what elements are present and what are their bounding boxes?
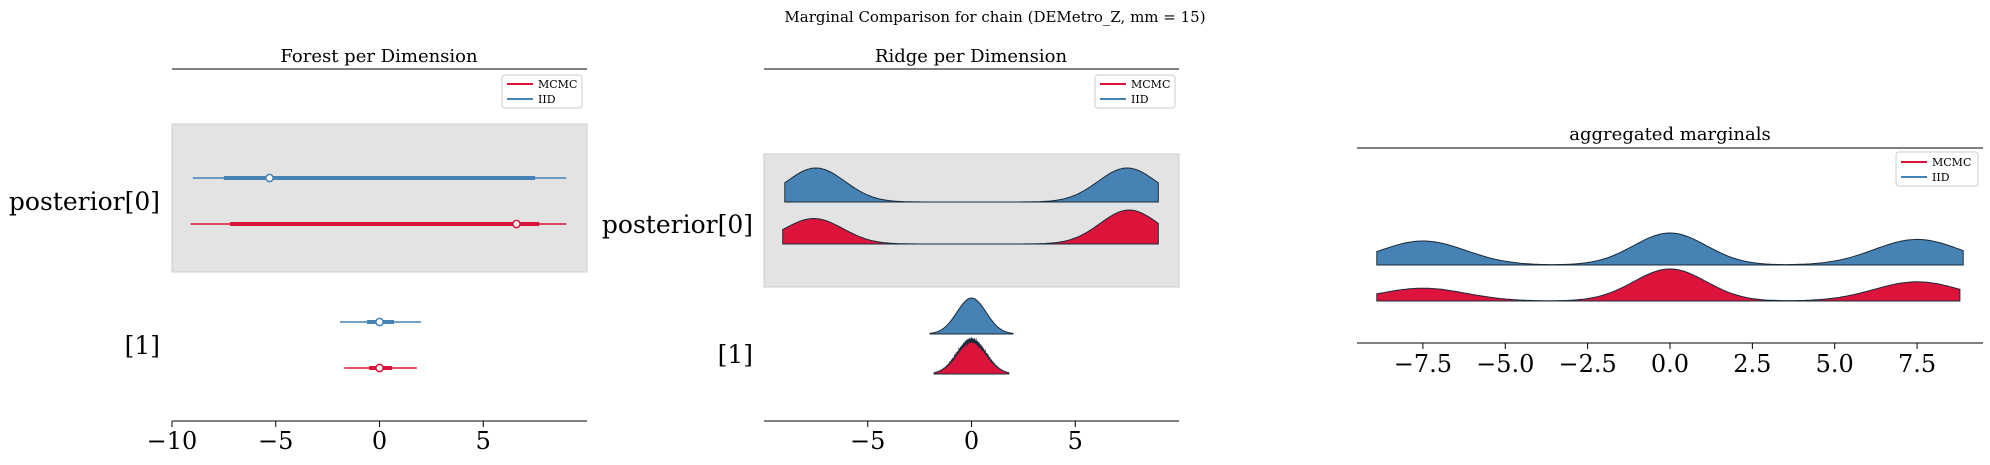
- x-tick-label: 7.5: [1898, 350, 1936, 378]
- row-label-0: posterior[0]: [9, 187, 160, 216]
- forest-median-point: [375, 363, 384, 373]
- x-tick-label: −5: [258, 427, 293, 455]
- legend-iid-label: IID: [1131, 93, 1149, 106]
- panel-title: aggregated marginals: [1569, 124, 1770, 145]
- forest-marks: [190, 173, 567, 373]
- ridge-density-mcmc: [1376, 268, 1961, 302]
- ridge-density-iid: [1376, 232, 1964, 266]
- legend-mcmc-label: MCMC: [1932, 156, 1971, 169]
- x-ticks: −7.5 −5.0 −2.5 0.0 2.5 5.0 7.5: [1394, 343, 1936, 378]
- row-label-1: [1]: [125, 331, 160, 360]
- ridge-density-iid: [929, 297, 1014, 335]
- x-tick-label: 2.5: [1733, 350, 1771, 378]
- legend-iid-label: IID: [1932, 171, 1950, 184]
- legend: MCMC IID: [1895, 151, 1979, 187]
- forest-median-point: [375, 317, 384, 327]
- x-tick-label: 0.0: [1651, 350, 1689, 378]
- panel-aggregated: aggregated marginals MCMC IID −7.5 −5.0 −2…: [1357, 124, 1983, 378]
- aggregated-marks: [1376, 232, 1964, 302]
- legend: MCMC IID: [501, 74, 583, 109]
- forest-median-point: [265, 173, 274, 183]
- ridge-density-mcmc: [933, 336, 1010, 375]
- legend: MCMC IID: [1094, 74, 1176, 109]
- ridge-density-iid: [784, 167, 1159, 203]
- legend-mcmc-label: MCMC: [1131, 78, 1170, 91]
- x-tick-label: 0: [964, 427, 979, 455]
- x-tick-label: 5: [1068, 427, 1083, 455]
- x-tick-label: 0: [372, 427, 387, 455]
- panel-title: Forest per Dimension: [280, 46, 478, 67]
- legend-iid-label: IID: [538, 93, 556, 106]
- x-tick-label: −10: [147, 427, 198, 455]
- legend-mcmc-label: MCMC: [538, 78, 577, 91]
- x-tick-label: −5: [850, 427, 885, 455]
- panel-forest: Forest per Dimension posterior[0] [1] MC…: [9, 46, 588, 455]
- band-row-0: [171, 123, 588, 273]
- ridge-density-mcmc: [782, 209, 1159, 245]
- x-tick-label: −2.5: [1558, 350, 1616, 378]
- panel-title: Ridge per Dimension: [875, 46, 1068, 67]
- x-tick-label: −7.5: [1394, 350, 1452, 378]
- row-label-0: posterior[0]: [602, 210, 753, 239]
- x-tick-label: 5.0: [1816, 350, 1854, 378]
- forest-median-point: [512, 219, 521, 229]
- x-tick-label: 5: [476, 427, 491, 455]
- x-ticks: −10 −5 0 5: [147, 421, 491, 455]
- x-ticks: −5 0 5: [850, 421, 1083, 455]
- ridge-marks: [782, 167, 1159, 375]
- panel-ridge: Ridge per Dimension posterior[0] [1] MCM…: [602, 46, 1180, 455]
- figure-suptitle: Marginal Comparison for chain (DEMetro_Z…: [784, 8, 1205, 26]
- row-label-1: [1]: [718, 340, 753, 369]
- x-tick-label: −5.0: [1476, 350, 1534, 378]
